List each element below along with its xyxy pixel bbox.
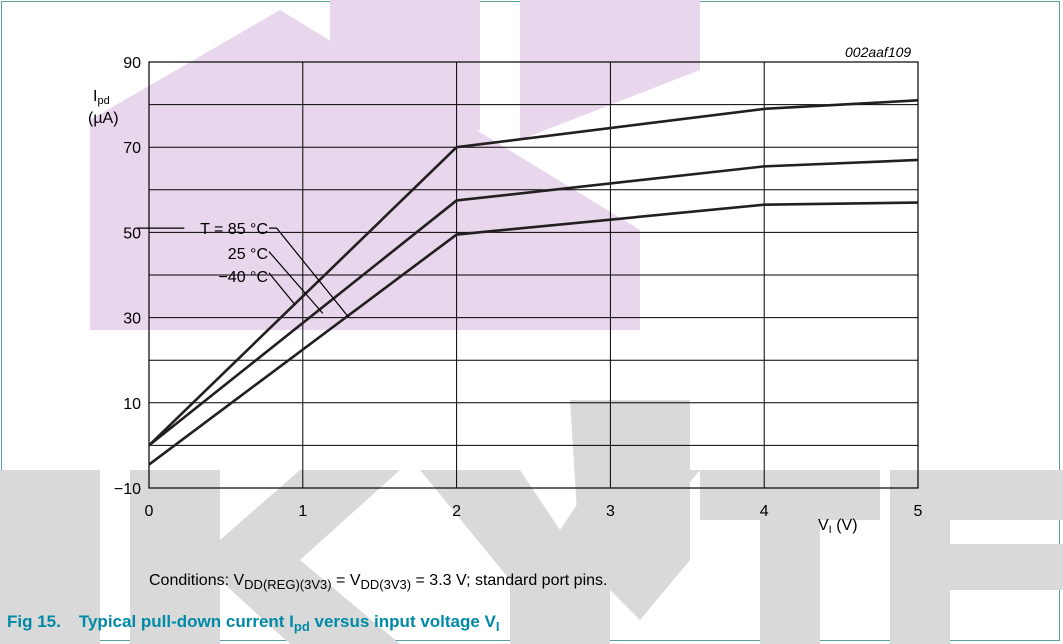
leader-minus40C [268, 272, 296, 306]
x-label-sub: I [828, 524, 832, 536]
y-tick-label: 70 [123, 140, 141, 157]
x-label-unit: (V) [836, 517, 858, 534]
conditions-mid: = V [331, 572, 361, 589]
x-label-main: V [818, 517, 829, 534]
y-tick-labels: −10 10 30 50 70 90 [114, 55, 141, 498]
x-tick-label: 3 [606, 503, 615, 520]
y-label-sub: pd [97, 95, 110, 107]
caption-text2: versus input voltage V [309, 612, 496, 631]
conditions-prefix: Conditions: V [149, 572, 245, 589]
y-tick-label: 50 [123, 225, 141, 242]
leader-25C [268, 251, 324, 314]
conditions-note: Conditions: VDD(REG)(3V3) = VDD(3V3) = 3… [149, 572, 607, 592]
series-line-0 [148, 99, 919, 447]
x-tick-label: 4 [760, 503, 769, 520]
y-tick-label: 10 [123, 396, 141, 413]
series-label-minus40C: −40 °C [218, 269, 268, 286]
y-tick-label: 90 [123, 55, 141, 72]
plot-frame [148, 61, 919, 489]
legend-leaders [136, 227, 350, 318]
caption-sub1: pd [293, 619, 310, 634]
y-label-unit: (µA) [88, 110, 119, 127]
conditions-suffix: = 3.3 V; standard port pins. [411, 572, 608, 589]
caption-number: Fig 15. [7, 612, 61, 631]
figure-caption: Fig 15. Typical pull-down current Ipd ver… [7, 612, 500, 634]
y-label-main: I [93, 88, 98, 105]
y-axis-label: Ipd (µA) [88, 88, 119, 128]
x-tick-label: 1 [298, 503, 307, 520]
x-tick-labels: 0 1 2 3 4 5 [145, 503, 923, 520]
y-tick-label: 30 [123, 311, 141, 328]
caption-text1: Typical pull-down current I [78, 612, 294, 631]
x-tick-label: 0 [145, 503, 154, 520]
leader-85C [268, 227, 350, 318]
x-axis-label: VI (V) [818, 517, 858, 536]
series-lines [148, 99, 919, 466]
conditions-sub1: DD(REG)(3V3) [244, 577, 332, 592]
figure-id: 002aaf109 [845, 44, 912, 60]
y-tick-label: −10 [114, 481, 141, 498]
conditions-sub2: DD(3V3) [360, 577, 412, 592]
series-line-2 [148, 201, 919, 466]
caption-sub2: I [495, 619, 500, 634]
series-line-1 [148, 158, 919, 447]
x-tick-label: 2 [452, 503, 461, 520]
series-label-25C: 25 °C [228, 246, 268, 263]
series-label-85C: T = 85 °C [200, 221, 268, 238]
x-tick-label: 5 [914, 503, 923, 520]
